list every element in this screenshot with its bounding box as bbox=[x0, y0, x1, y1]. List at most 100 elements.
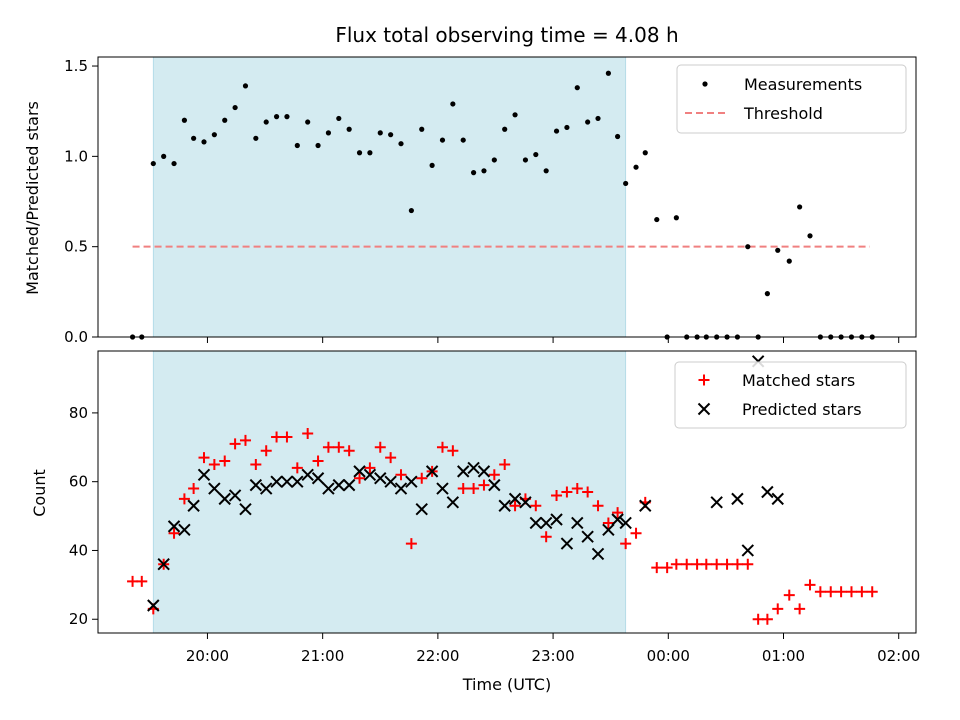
measurement-point bbox=[356, 150, 363, 156]
predicted-star-point bbox=[178, 523, 191, 537]
matched-star-point bbox=[602, 517, 614, 529]
legend-measurements-label: Measurements bbox=[744, 75, 862, 94]
matched-star-point bbox=[229, 438, 241, 450]
predicted-star-point bbox=[498, 499, 511, 512]
predicted-star-point bbox=[311, 472, 325, 485]
measurement-point bbox=[533, 151, 539, 158]
measurement-point bbox=[429, 162, 435, 168]
measurement-point bbox=[615, 133, 621, 140]
predicted-star-point bbox=[415, 502, 428, 516]
legend-matched-plus bbox=[698, 374, 710, 386]
measurement-point bbox=[654, 216, 660, 223]
matched-star-point bbox=[814, 586, 826, 598]
predicted-star-point bbox=[167, 520, 181, 533]
matched-star-point bbox=[651, 562, 663, 574]
predicted-star-point bbox=[228, 489, 242, 502]
measurement-point bbox=[460, 137, 466, 143]
matched-star-point bbox=[239, 434, 251, 446]
matched-star-point bbox=[866, 586, 878, 598]
matched-star-point bbox=[551, 489, 563, 501]
top-legend: Measurements Threshold bbox=[676, 64, 907, 134]
predicted-star-point bbox=[519, 496, 532, 509]
matched-star-point bbox=[395, 469, 407, 481]
top-ticks: 0.0 0.5 1.0 1.5 bbox=[64, 57, 900, 346]
matched-star-point bbox=[509, 500, 521, 512]
measurement-point bbox=[673, 215, 679, 221]
matched-star-point bbox=[582, 486, 594, 498]
top-legend-box bbox=[676, 64, 907, 134]
matched-star-point bbox=[540, 531, 552, 543]
measurement-point bbox=[419, 126, 425, 132]
matched-star-point bbox=[416, 472, 428, 484]
measurement-point bbox=[305, 119, 311, 125]
predicted-star-point bbox=[218, 492, 231, 506]
top-y-tick-label: 1.0 bbox=[64, 147, 88, 165]
measurement-point bbox=[294, 142, 300, 149]
matched-star-point bbox=[856, 586, 868, 598]
predicted-star-point bbox=[249, 478, 263, 492]
measurement-point bbox=[273, 114, 280, 120]
predicted-star-point bbox=[322, 482, 335, 495]
matched-star-point bbox=[291, 462, 303, 474]
measurement-point bbox=[150, 160, 156, 167]
predicted-star-point bbox=[761, 485, 774, 499]
measurement-point bbox=[450, 101, 456, 107]
predicted-star-point bbox=[332, 478, 345, 492]
matched-star-point bbox=[447, 445, 459, 457]
matched-star-point bbox=[168, 527, 180, 539]
matched-star-point bbox=[354, 472, 366, 484]
measurement-point bbox=[553, 128, 560, 134]
predicted-stars-points bbox=[147, 355, 784, 612]
legend-measurements-marker bbox=[702, 81, 708, 87]
measurement-point bbox=[284, 114, 290, 120]
matched-star-point bbox=[752, 613, 764, 625]
predicted-star-point bbox=[208, 482, 221, 495]
predicted-star-point bbox=[467, 461, 480, 475]
measurement-point bbox=[764, 291, 770, 297]
matched-star-point bbox=[835, 586, 847, 598]
measurement-point bbox=[633, 164, 639, 170]
measurement-point bbox=[253, 135, 259, 141]
predicted-star-point bbox=[436, 482, 449, 495]
predicted-star-point bbox=[157, 558, 170, 571]
top-shaded-interval bbox=[152, 56, 627, 338]
predicted-star-point bbox=[591, 547, 605, 561]
matched-star-point bbox=[208, 458, 220, 470]
predicted-star-point bbox=[384, 475, 397, 488]
predicted-star-point bbox=[446, 496, 460, 509]
measurement-point bbox=[439, 137, 446, 143]
matched-star-point bbox=[312, 455, 324, 467]
measurement-point bbox=[522, 157, 529, 163]
matched-star-point bbox=[271, 431, 283, 443]
top-panel: 0.0 0.5 1.0 1.5 Matched/Predicted stars Mea… bbox=[23, 56, 917, 346]
predicted-star-point bbox=[488, 478, 501, 492]
measurement-point bbox=[807, 233, 813, 239]
measurement-point bbox=[585, 119, 591, 125]
predicted-star-point bbox=[550, 513, 563, 526]
predicted-star-point bbox=[239, 502, 252, 516]
x-tick-label: 00:00 bbox=[647, 647, 690, 665]
measurement-point bbox=[232, 104, 238, 111]
predicted-star-point bbox=[280, 475, 294, 488]
measurement-point bbox=[388, 132, 394, 138]
predicted-star-point bbox=[619, 516, 632, 530]
x-axis-label: Time (UTC) bbox=[462, 675, 551, 694]
measurement-point bbox=[222, 117, 228, 123]
measurement-point bbox=[211, 132, 217, 138]
matched-star-point bbox=[457, 483, 469, 495]
matched-star-point bbox=[761, 613, 773, 625]
matched-star-point bbox=[468, 483, 480, 495]
predicted-star-point bbox=[771, 492, 784, 506]
legend-matched-label: Matched stars bbox=[742, 371, 855, 390]
bottom-axes-frame bbox=[97, 350, 917, 634]
measurement-point bbox=[543, 168, 549, 174]
matched-star-point bbox=[630, 527, 642, 539]
measurement-point bbox=[775, 247, 781, 253]
matched-star-point bbox=[571, 483, 583, 495]
predicted-star-point bbox=[197, 468, 211, 482]
measurement-point bbox=[502, 126, 508, 132]
measurement-point bbox=[564, 124, 570, 131]
predicted-star-point bbox=[270, 475, 283, 488]
predicted-star-point bbox=[508, 492, 522, 506]
predicted-star-point bbox=[529, 516, 543, 530]
